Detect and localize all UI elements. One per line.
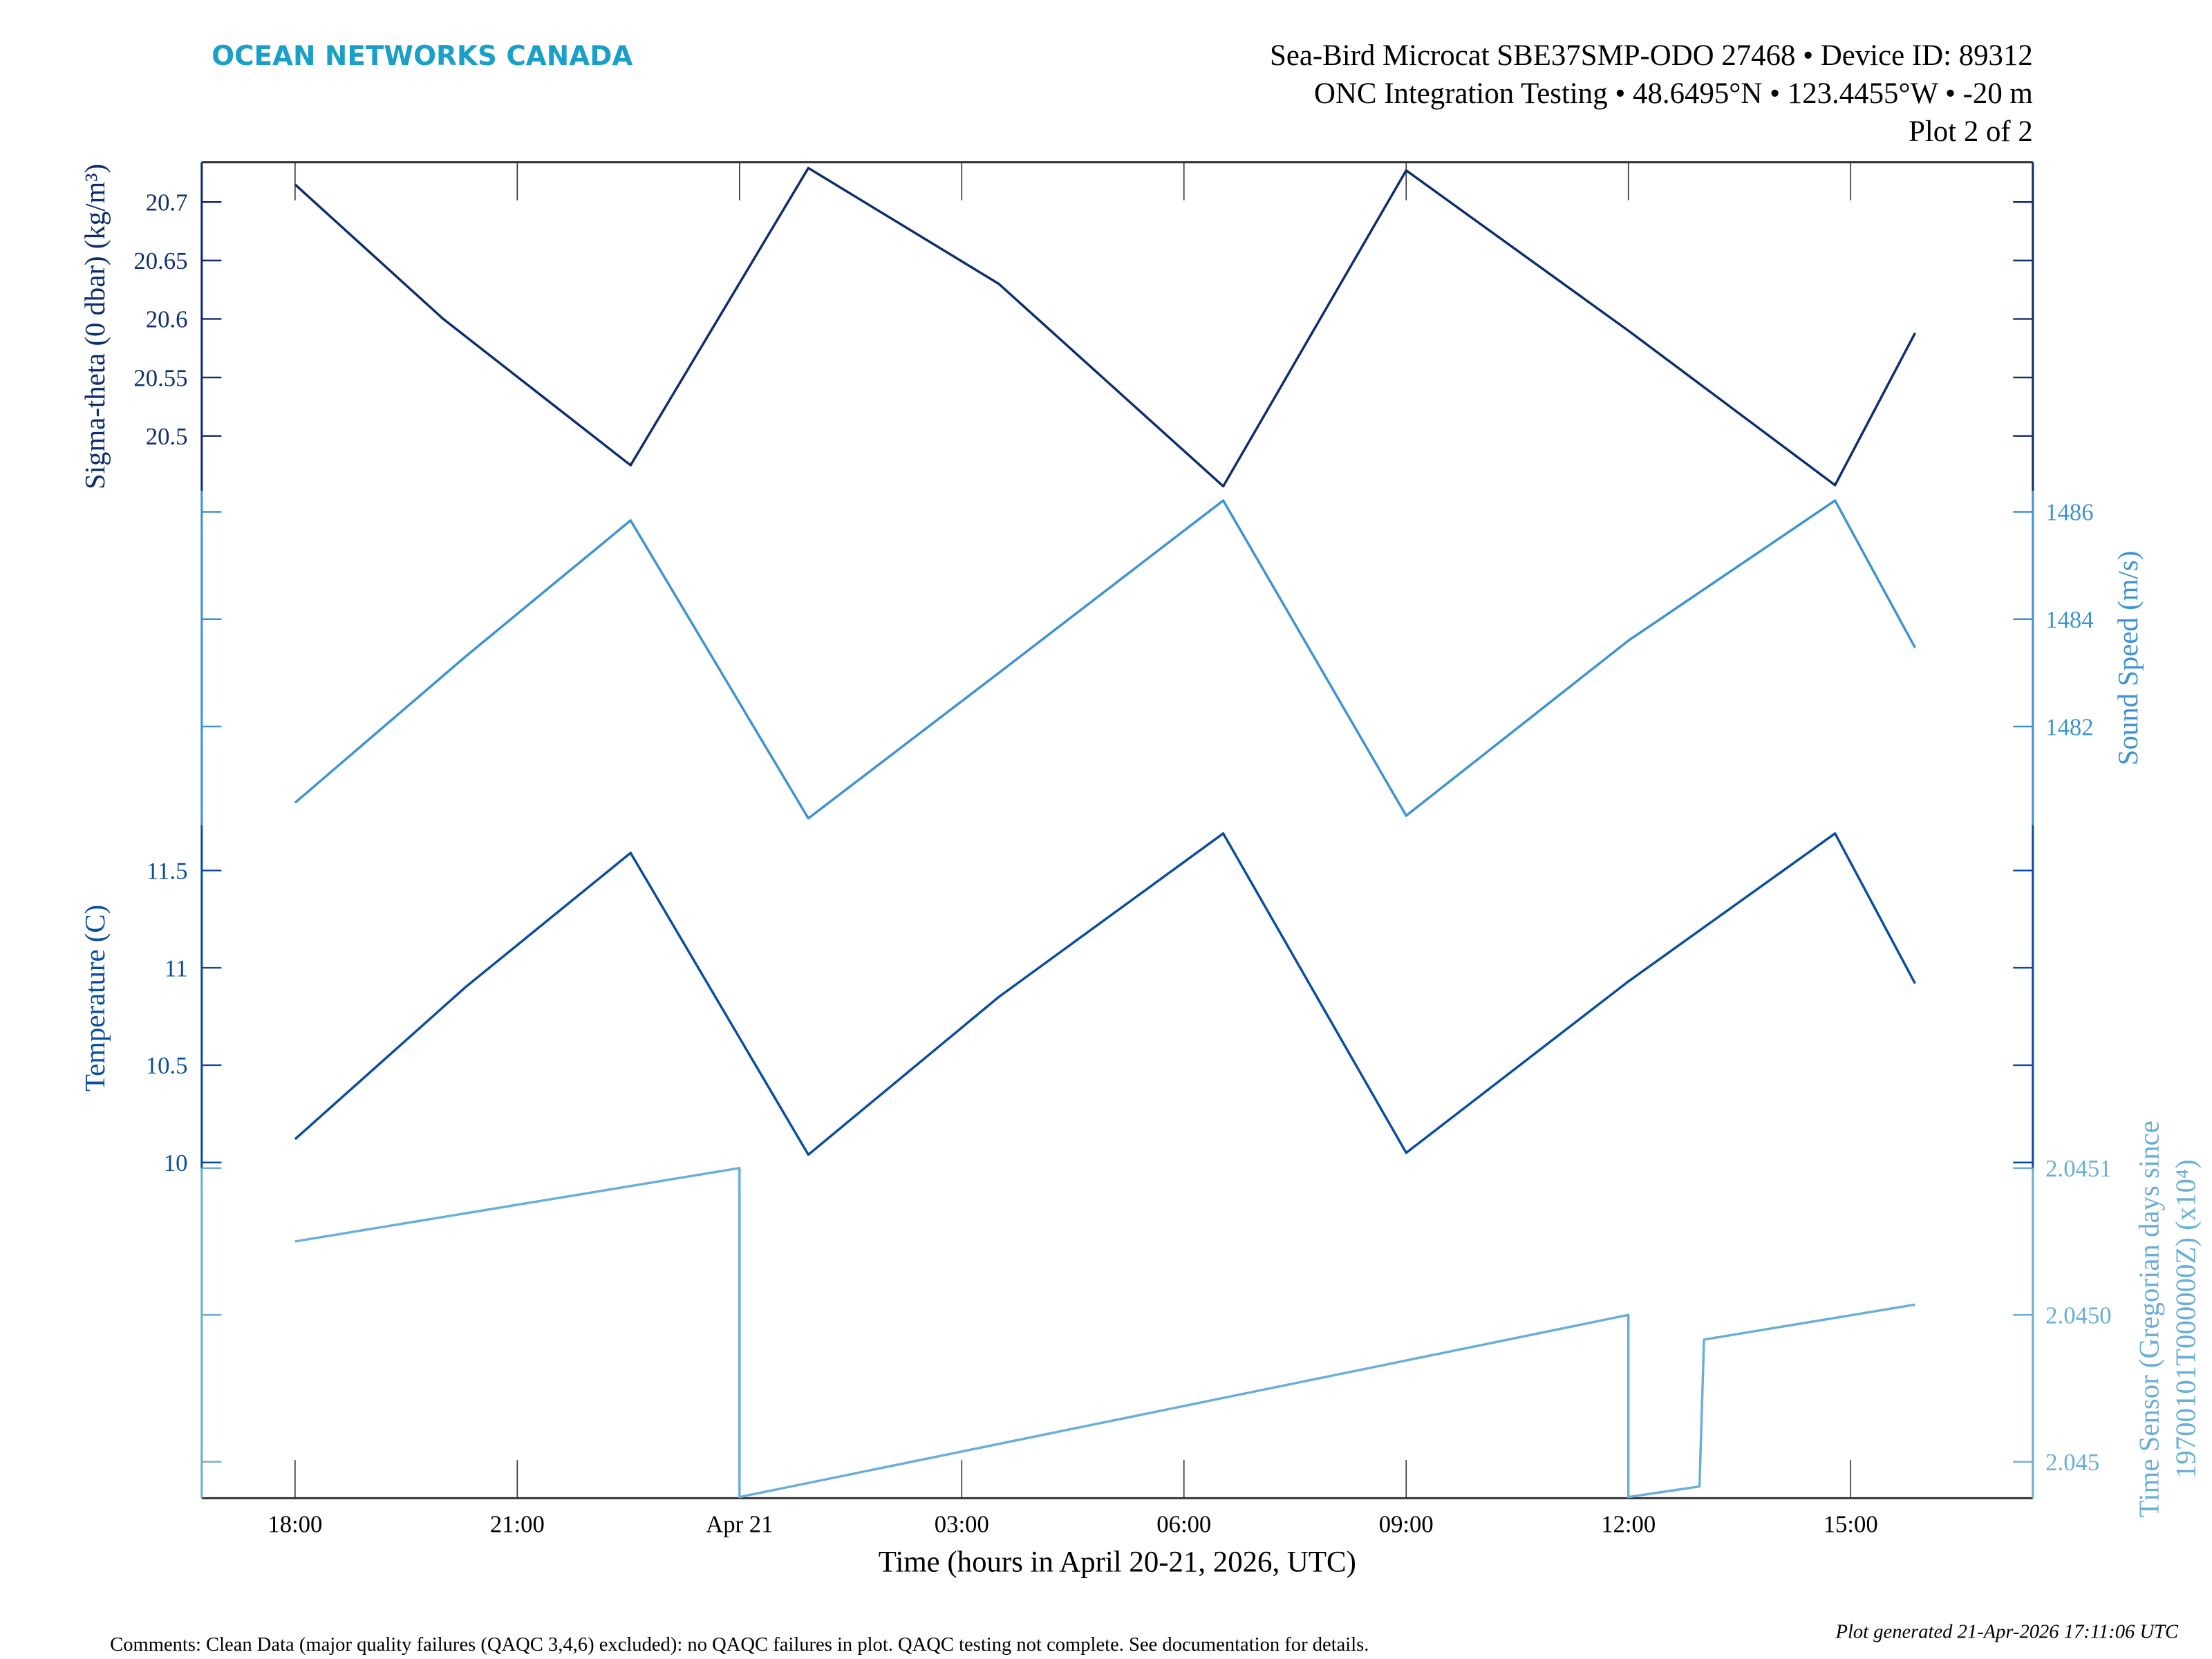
time-sensor-y-tick-label: 2.0450 — [2045, 1302, 2111, 1329]
temperature-y-tick-label: 10.5 — [146, 1052, 188, 1079]
x-tick-label: 15:00 — [1824, 1510, 1878, 1537]
ocean-networks-canada-logo: OCEAN NETWORKS CANADA — [212, 41, 632, 72]
sound-speed-y-tick-label: 1482 — [2045, 713, 2093, 740]
sigma-theta-y-tick-label: 20.5 — [146, 423, 188, 450]
x-tick-label: 12:00 — [1601, 1510, 1656, 1537]
temperature-series-line — [294, 832, 1916, 1156]
sigma-theta-series-line — [294, 167, 1916, 488]
plot-number: Plot 2 of 2 — [1909, 115, 2033, 148]
temperature-y-tick-label: 11.5 — [147, 857, 187, 884]
x-tick-label: 18:00 — [268, 1510, 322, 1537]
axes: 18:00 21:00 Apr 21 03:00 06:00 09:00 12:00 15:0… — [79, 161, 2202, 1537]
sound-speed-series-line — [294, 499, 1916, 820]
sound-speed-y-tick-label: 1484 — [2045, 606, 2093, 633]
sigma-theta-y-tick-label: 20.65 — [133, 247, 187, 274]
sound-speed-y-axis-label: Sound Speed (m/s) — [2112, 551, 2144, 766]
temperature-y-tick-label: 10 — [164, 1150, 188, 1177]
device-title: Sea-Bird Microcat SBE37SMP-ODO 27468 • D… — [1270, 39, 2033, 72]
location-subtitle: ONC Integration Testing • 48.6495°N • 12… — [1314, 77, 2033, 110]
sigma-theta-y-tick-label: 20.55 — [133, 364, 187, 391]
x-tick-label: 06:00 — [1156, 1510, 1211, 1537]
x-axis-label: Time (hours in April 20-21, 2026, UTC) — [879, 1546, 1356, 1578]
x-tick-label: Apr 21 — [706, 1510, 773, 1537]
time-sensor-y-tick-label: 2.045 — [2045, 1449, 2099, 1476]
time-sensor-y-axis-label-line2: 19700101T000000Z) (x10⁴) — [2171, 1159, 2202, 1479]
time-sensor-y-axis-label: Time Sensor (Gregorian days since — [2133, 1121, 2164, 1517]
time-sensor-y-tick-label: 2.0451 — [2045, 1155, 2111, 1182]
comments-footer: Comments: Clean Data (major quality fail… — [110, 1634, 1369, 1656]
sigma-theta-y-axis-label: Sigma-theta (0 dbar) (kg/m³) — [79, 164, 111, 489]
x-tick-label: 21:00 — [490, 1510, 545, 1537]
temperature-y-tick-label: 11 — [165, 955, 187, 982]
x-tick-label: 03:00 — [935, 1510, 989, 1537]
x-tick-label: 09:00 — [1379, 1510, 1434, 1537]
plot-generated-timestamp: Plot generated 21-Apr-2026 17:11:06 UTC — [1835, 1621, 2179, 1642]
sound-speed-y-tick-label: 1486 — [2045, 499, 2093, 526]
sigma-theta-y-tick-label: 20.7 — [146, 189, 188, 216]
temperature-y-axis-label: Temperature (C) — [79, 905, 111, 1091]
sigma-theta-y-tick-label: 20.6 — [146, 306, 188, 333]
time-sensor-series-line — [294, 1167, 1915, 1499]
